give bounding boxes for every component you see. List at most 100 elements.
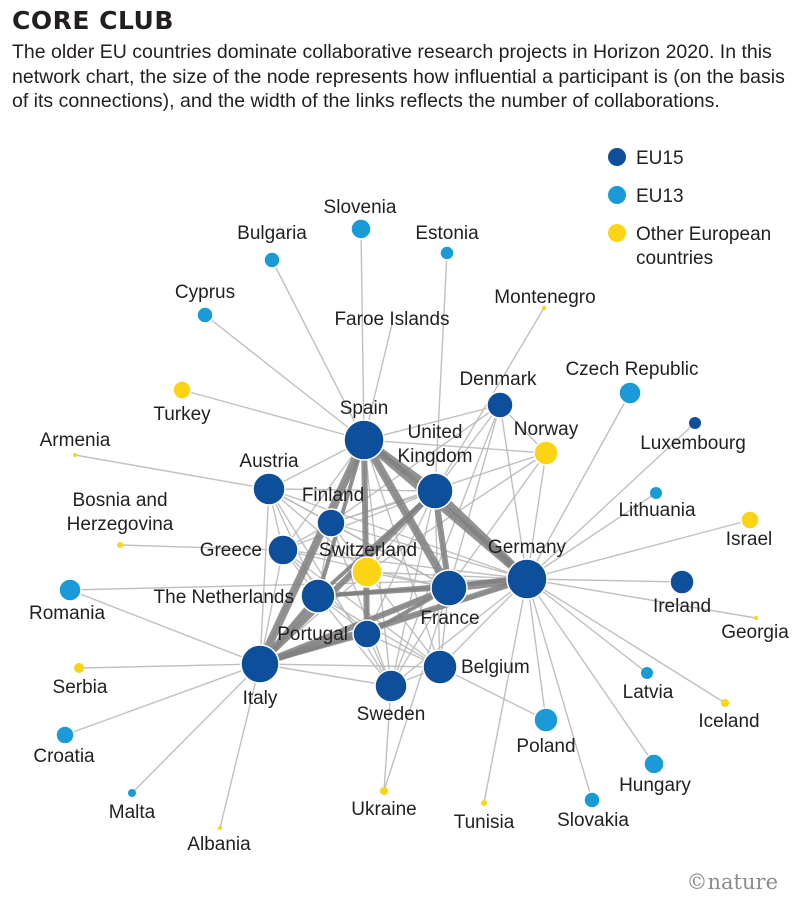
label-line: Herzegovina [67, 514, 174, 535]
link-uk-portugal [366, 490, 436, 635]
node-label-lithuania: Lithuania [618, 500, 696, 521]
label-line: The Netherlands [154, 587, 294, 608]
node-tunisia [481, 800, 487, 806]
node-label-switzerland: Switzerland [319, 540, 417, 561]
strong-link-uk-netherlands [316, 489, 437, 598]
label-line: Italy [243, 688, 278, 709]
label-line: Spain [340, 398, 389, 419]
link-sweden-finland [330, 522, 392, 687]
node-malta [128, 789, 136, 797]
node-label-bosnia: Bosnia and Herzegovina [67, 490, 174, 535]
node-label-belgium: Belgium [461, 657, 530, 678]
node-label-uk: United Kingdom [398, 422, 473, 467]
node-label-austria: Austria [239, 451, 299, 472]
link-germany-norway [526, 452, 547, 580]
node-estonia [439, 245, 455, 261]
label-line: Malta [109, 802, 156, 823]
node-label-hungary: Hungary [619, 775, 691, 796]
node-portugal [352, 619, 382, 649]
node-label-finland: Finland [302, 485, 364, 506]
node-italy [240, 644, 280, 684]
link-germany-ireland [526, 578, 683, 583]
label-line: Iceland [698, 711, 759, 732]
node-austria [252, 472, 286, 506]
link-france-norway [448, 452, 547, 589]
label-line: Ukraine [351, 799, 416, 820]
legend-swatch-EU15 [608, 148, 626, 166]
link-italy-malta [131, 663, 261, 794]
node-hungary [643, 753, 665, 775]
label-line: Slovenia [324, 197, 397, 218]
legend-label-Other: Other European countries [636, 224, 771, 269]
node-label-turkey: Turkey [153, 404, 211, 425]
label-line: Latvia [623, 682, 674, 703]
node-label-czech: Czech Republic [565, 359, 698, 380]
node-germany [506, 558, 548, 600]
node-label-spain: Spain [340, 398, 389, 419]
strong-link-spain-portugal [361, 437, 370, 637]
label-line: Portugal [277, 624, 348, 645]
node-latvia [641, 667, 653, 679]
node-romania [58, 578, 82, 602]
node-label-latvia: Latvia [623, 682, 674, 703]
strong-link-france-netherlands [316, 586, 451, 598]
node-label-netherlands: The Netherlands [154, 587, 294, 608]
node-slovakia [583, 791, 601, 809]
label-line: Switzerland [319, 540, 417, 561]
node-label-israel: Israel [726, 529, 772, 550]
node-spain [343, 419, 385, 461]
node-label-serbia: Serbia [53, 677, 108, 698]
node-label-faroe: Faroe Islands [334, 309, 449, 330]
legend-swatch-Other [608, 224, 626, 242]
label-line: Armenia [40, 430, 111, 451]
node-label-estonia: Estonia [415, 223, 479, 244]
label-line: Norway [514, 419, 579, 440]
node-label-ireland: Ireland [653, 596, 711, 617]
node-uk [416, 472, 454, 510]
node-label-armenia: Armenia [40, 430, 111, 451]
node-czech [618, 381, 642, 405]
label-line: Estonia [415, 223, 479, 244]
link-germany-denmark [499, 404, 528, 580]
link-greece-bosnia [119, 544, 284, 551]
label-line: Slovakia [557, 810, 629, 831]
node-croatia [55, 725, 75, 745]
node-lithuania [650, 487, 662, 499]
node-cyprus [196, 306, 214, 324]
nodes-layer [55, 218, 760, 830]
link-italy-sweden [259, 663, 392, 687]
node-label-slovenia: Slovenia [324, 197, 397, 218]
label-line: Serbia [53, 677, 108, 698]
node-label-norway: Norway [514, 419, 579, 440]
node-label-denmark: Denmark [459, 369, 537, 390]
node-label-slovakia: Slovakia [557, 810, 629, 831]
node-label-poland: Poland [516, 736, 575, 757]
label-line: Montenegro [494, 287, 595, 308]
link-spain-norway [363, 439, 547, 454]
node-israel [740, 510, 760, 530]
node-label-luxembourg: Luxembourg [640, 433, 746, 454]
node-denmark [486, 391, 514, 419]
link-germany-israel [526, 519, 751, 580]
link-france-denmark [448, 404, 501, 589]
label-line: Faroe Islands [334, 309, 449, 330]
node-netherlands [300, 578, 336, 614]
node-label-italy: Italy [243, 688, 278, 709]
node-bulgaria [263, 251, 281, 269]
node-label-ukraine: Ukraine [351, 799, 416, 820]
label-line: Luxembourg [640, 433, 746, 454]
link-germany-tunisia [483, 578, 528, 804]
label-line: Czech Republic [565, 359, 698, 380]
label-line: Bulgaria [237, 223, 307, 244]
link-italy-belgium [259, 663, 441, 668]
legend-swatch-EU13 [608, 186, 626, 204]
label-line: Greece [200, 540, 262, 561]
node-label-montenegro: Montenegro [494, 287, 595, 308]
label-line: Croatia [33, 746, 95, 767]
link-spain-turkey [181, 389, 365, 441]
node-ukraine [380, 787, 388, 795]
label-line: Denmark [459, 369, 537, 390]
label-line: Germany [488, 537, 567, 558]
label-line: Belgium [461, 657, 530, 678]
